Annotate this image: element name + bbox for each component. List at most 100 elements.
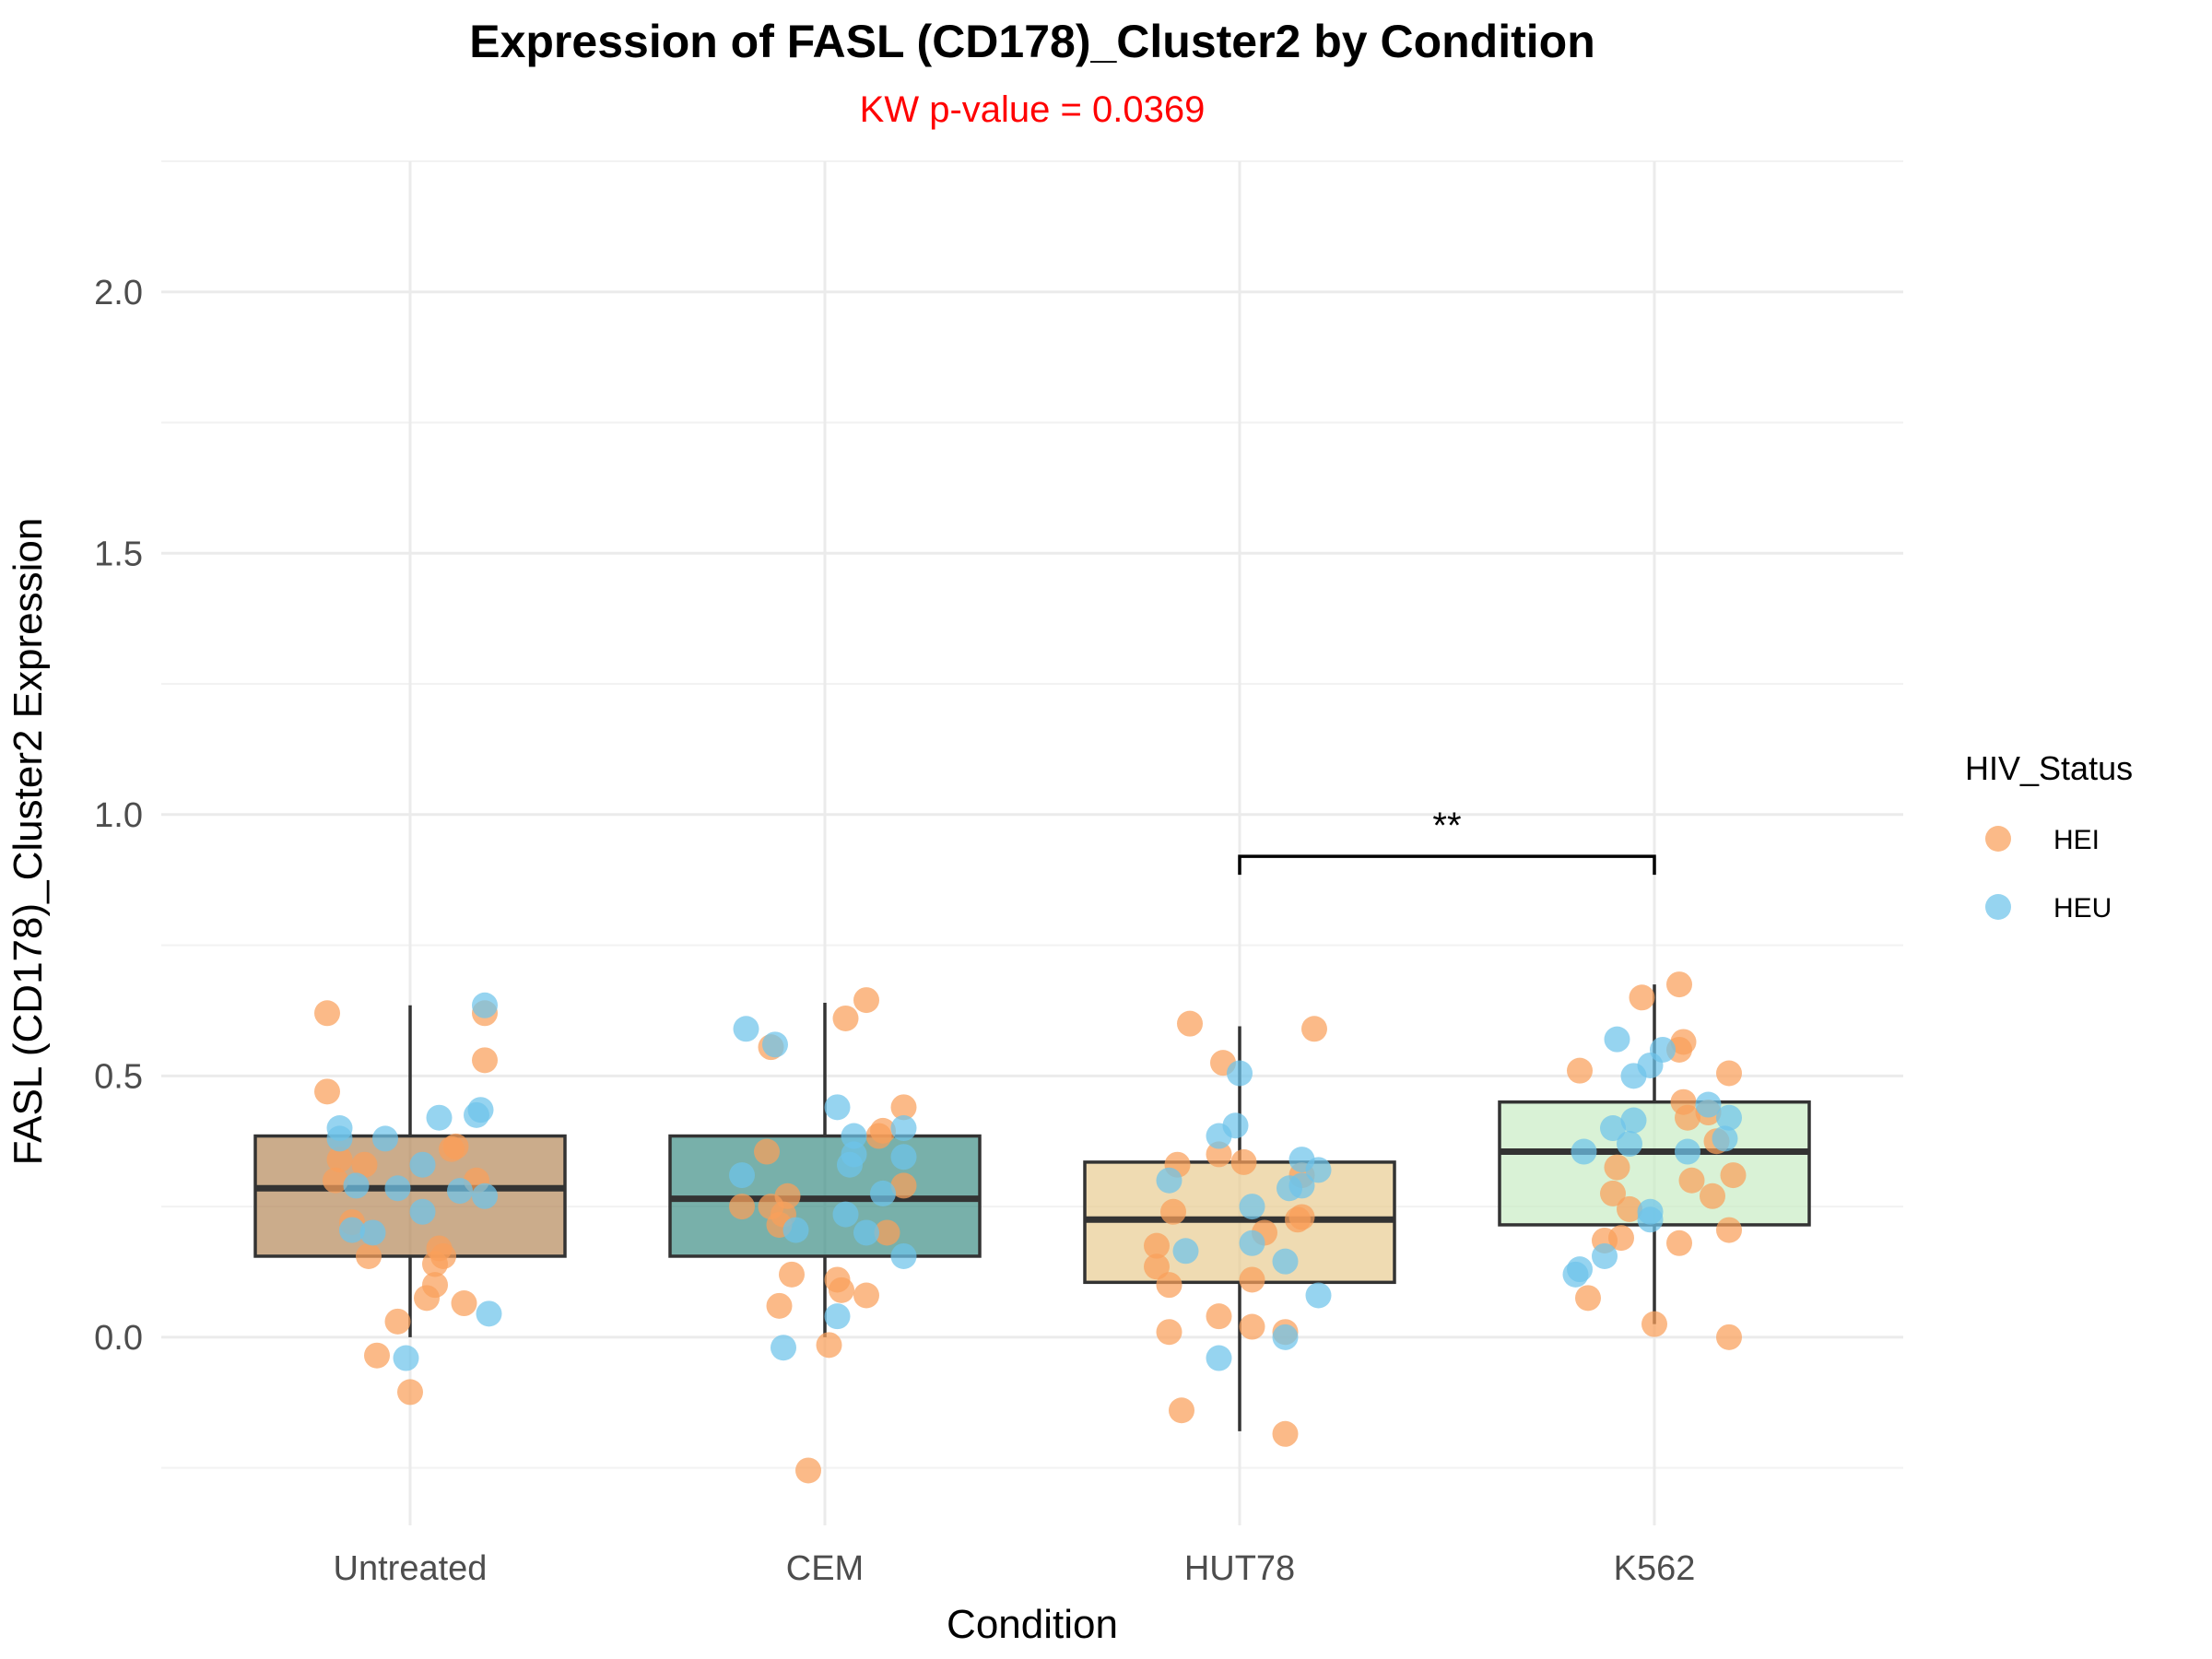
point-hei <box>1301 1016 1327 1042</box>
point-heu <box>1571 1138 1597 1165</box>
axis-ticks: 0.0 0.5 1.0 1.5 2.0 Untreated CEM HUT78 K562 <box>94 274 1695 1588</box>
point-hei <box>1678 1167 1705 1194</box>
point-hei <box>351 1151 378 1178</box>
point-heu <box>326 1125 353 1152</box>
point-hei <box>853 1282 879 1309</box>
point-hei <box>1604 1154 1630 1181</box>
point-hei <box>1666 971 1692 998</box>
point-hei <box>1629 984 1655 1011</box>
point-hei <box>874 1219 900 1246</box>
point-hei <box>754 1138 780 1165</box>
point-hei <box>1206 1303 1232 1330</box>
point-hei <box>1177 1010 1203 1037</box>
point-heu <box>1675 1138 1700 1165</box>
point-hei <box>1716 1060 1742 1087</box>
point-heu <box>1305 1282 1332 1309</box>
point-heu <box>890 1115 917 1142</box>
point-hei <box>1716 1324 1742 1350</box>
point-heu <box>339 1217 365 1243</box>
point-hei <box>1156 1319 1182 1346</box>
point-hei <box>1617 1195 1642 1222</box>
point-heu <box>729 1162 755 1189</box>
point-hei <box>766 1292 793 1319</box>
y-tick-label: 1.0 <box>94 796 143 835</box>
point-hei <box>1575 1285 1601 1312</box>
point-heu <box>762 1031 788 1058</box>
point-hei <box>1144 1253 1170 1280</box>
point-heu <box>782 1217 809 1243</box>
point-heu <box>1239 1230 1265 1256</box>
point-hei <box>1666 1230 1692 1256</box>
point-heu <box>359 1219 386 1246</box>
point-hei <box>1144 1232 1170 1259</box>
y-tick-label: 2.0 <box>94 274 143 312</box>
y-tick-label: 0.0 <box>94 1319 143 1358</box>
chart-subtitle: KW p-value = 0.0369 <box>860 89 1206 130</box>
point-hei <box>816 1332 842 1359</box>
point-heu <box>1592 1242 1618 1269</box>
point-hei <box>1169 1397 1194 1424</box>
point-hei <box>430 1242 456 1269</box>
point-heu <box>1305 1157 1332 1183</box>
point-hei <box>1272 1420 1299 1447</box>
point-heu <box>1650 1036 1676 1063</box>
legend: HIV_Status HEI HEU <box>1965 749 2133 924</box>
point-hei <box>1567 1057 1593 1084</box>
y-tick-label: 1.5 <box>94 535 143 573</box>
point-heu <box>733 1016 759 1042</box>
x-axis-label: Condition <box>947 1602 1118 1647</box>
point-heu <box>476 1300 502 1327</box>
x-tick-label: CEM <box>786 1549 864 1588</box>
point-heu <box>890 1144 917 1171</box>
point-heu <box>771 1335 796 1361</box>
point-hei <box>779 1261 805 1288</box>
point-heu <box>1222 1112 1249 1139</box>
point-hei <box>1160 1198 1186 1225</box>
point-heu <box>343 1172 370 1199</box>
y-axis-label: FASL (CD178)_Cluster2 Expression <box>6 518 51 1166</box>
point-heu <box>837 1151 863 1178</box>
point-hei <box>1600 1180 1626 1206</box>
point-hei <box>729 1194 755 1220</box>
point-hei <box>853 987 879 1014</box>
point-hei <box>774 1182 801 1209</box>
point-heu <box>409 1151 436 1178</box>
point-hei <box>870 1117 896 1144</box>
point-heu <box>1206 1345 1232 1371</box>
x-tick-label: K562 <box>1614 1549 1696 1588</box>
point-heu <box>1617 1131 1642 1158</box>
point-heu <box>1272 1324 1299 1350</box>
point-heu <box>1712 1125 1738 1152</box>
point-heu <box>890 1242 917 1269</box>
point-hei <box>890 1172 917 1199</box>
point-hei <box>1716 1217 1742 1243</box>
point-heu <box>426 1104 453 1131</box>
point-hei <box>829 1277 854 1303</box>
point-hei <box>1206 1141 1232 1168</box>
chart-title: Expression of FASL (CD178)_Cluster2 by C… <box>469 16 1595 67</box>
point-heu <box>1272 1248 1299 1275</box>
point-hei <box>1670 1029 1697 1055</box>
point-hei <box>356 1242 382 1269</box>
point-hei <box>1641 1311 1667 1337</box>
point-heu <box>1716 1104 1742 1131</box>
point-heu <box>832 1201 859 1228</box>
point-hei <box>1239 1313 1265 1340</box>
significance-bracket: ** <box>1238 806 1656 876</box>
legend-key-heu <box>1985 894 2011 920</box>
point-heu <box>1695 1091 1722 1118</box>
point-heu <box>1227 1060 1253 1087</box>
point-heu <box>372 1125 398 1152</box>
point-heu <box>384 1175 411 1202</box>
point-hei <box>832 1005 859 1031</box>
legend-label-heu: HEU <box>2053 893 2112 924</box>
point-heu <box>409 1198 436 1225</box>
legend-title: HIV_Status <box>1965 749 2133 787</box>
point-heu <box>1172 1238 1199 1265</box>
point-heu <box>824 1303 851 1330</box>
point-hei <box>1608 1225 1634 1252</box>
point-hei <box>326 1147 353 1173</box>
point-hei <box>442 1133 469 1159</box>
legend-key-hei <box>1985 826 2011 852</box>
